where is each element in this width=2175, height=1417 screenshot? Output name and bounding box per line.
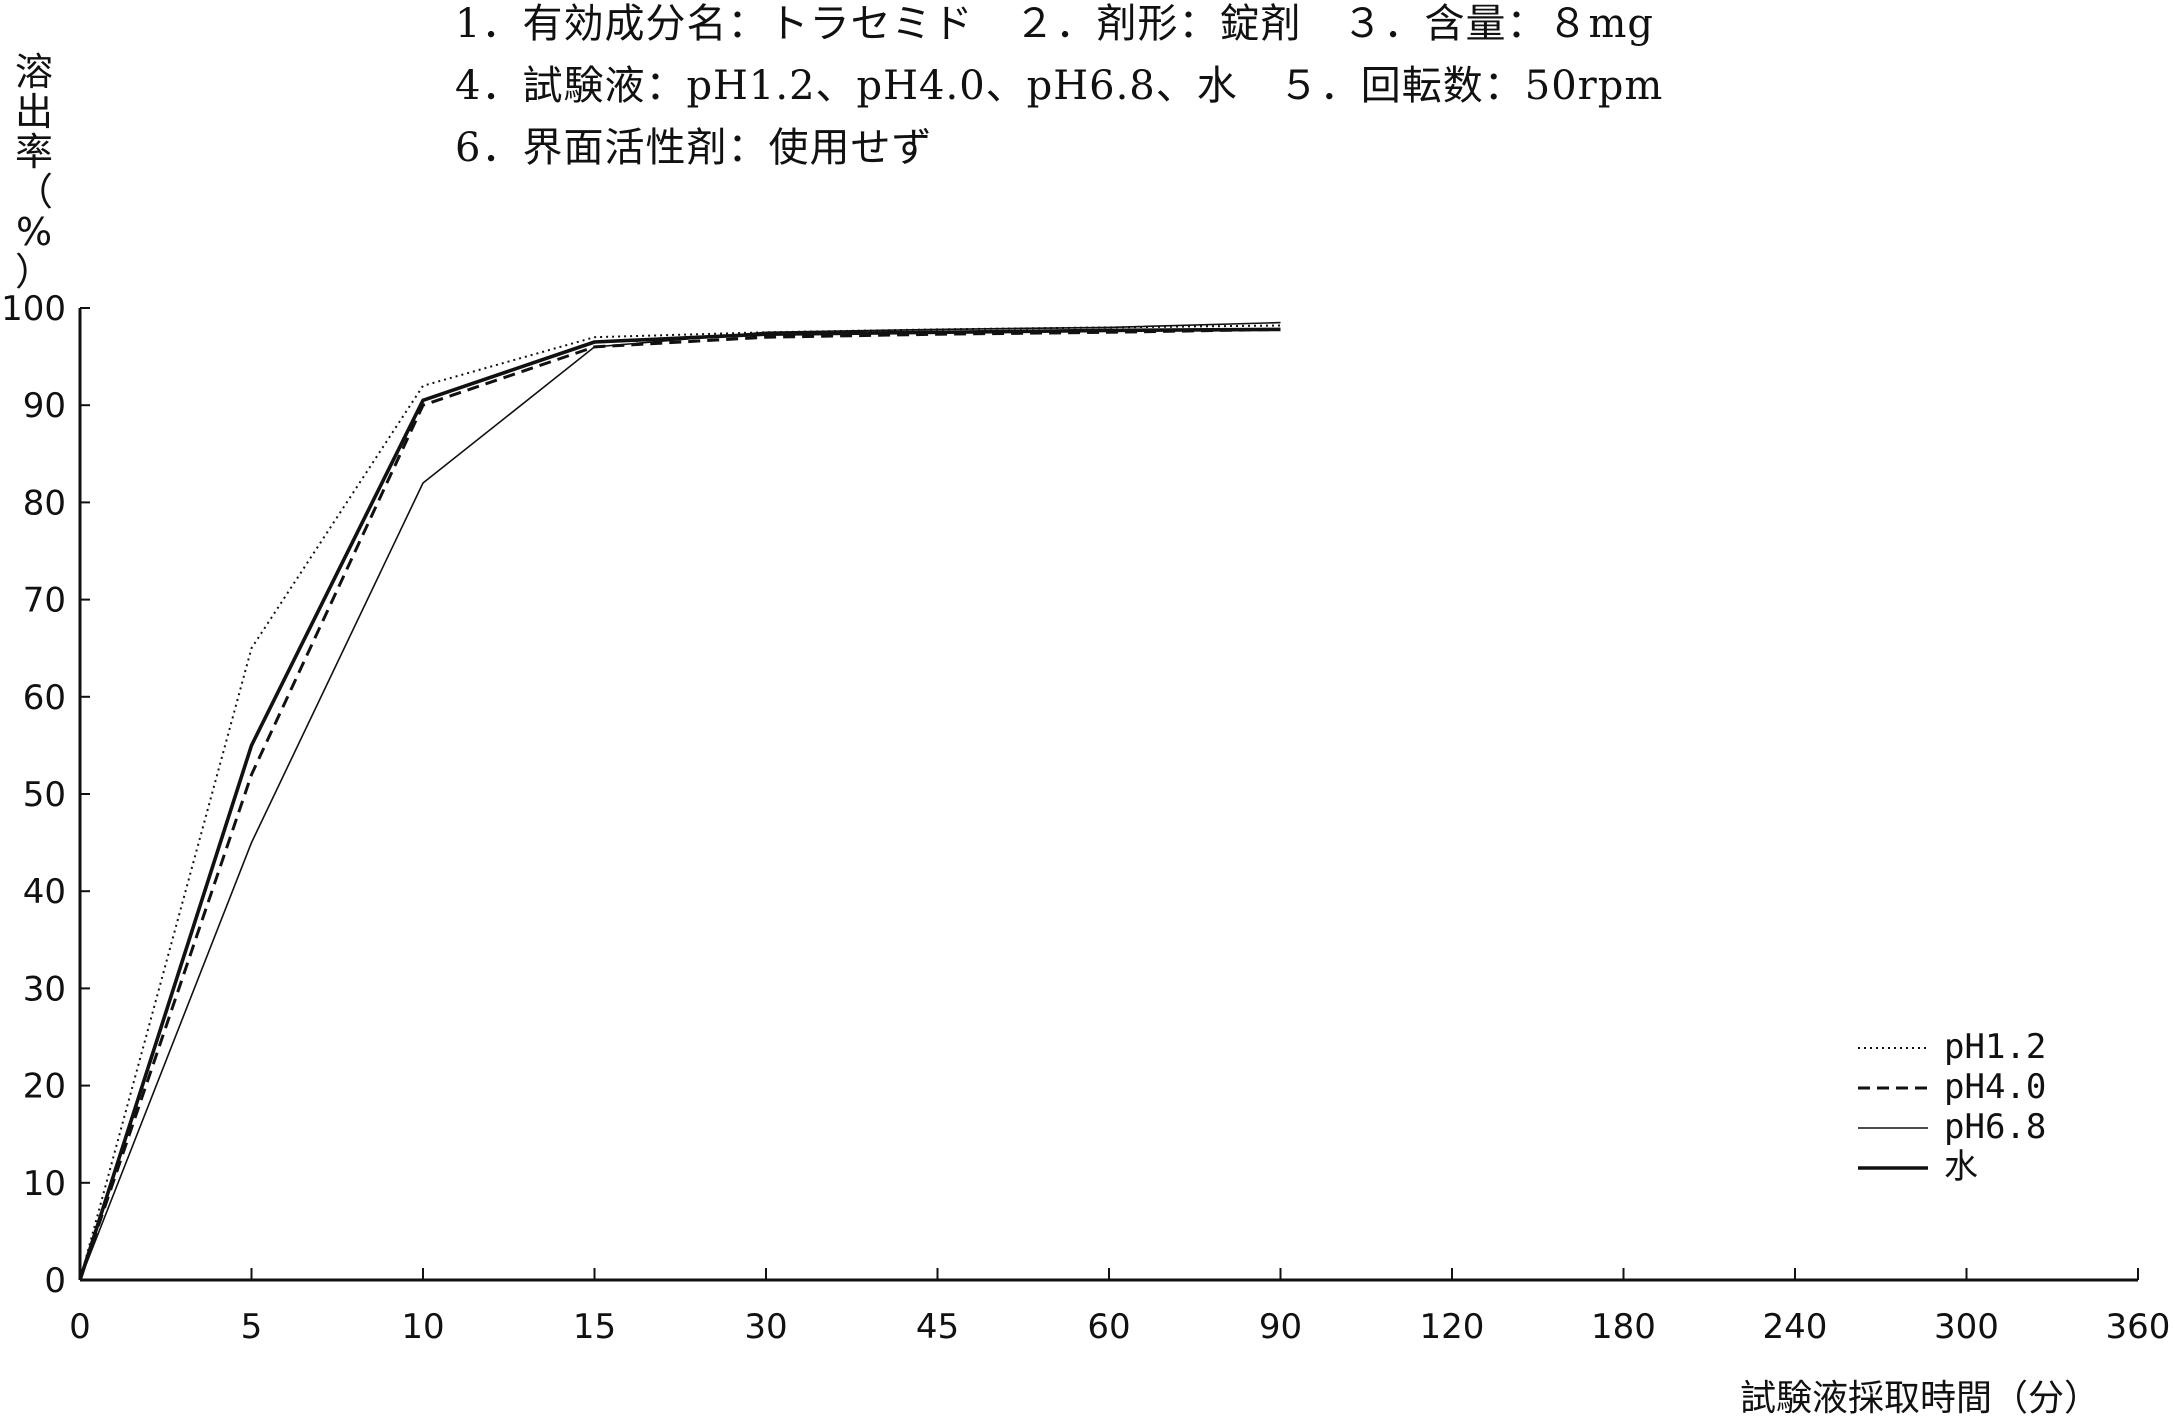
x-tick-label: 90 bbox=[1259, 1307, 1302, 1347]
series-line-3 bbox=[79, 321, 1281, 1281]
y-tick-label: 0 bbox=[44, 1261, 66, 1301]
header-line-2: 4．試験液：pH1.2、pH4.0、pH6.8、水 ５．回転数：50rpm bbox=[455, 63, 1664, 109]
y-axis-title-char: 出 bbox=[14, 90, 53, 134]
y-axis-title-char: 溶 bbox=[14, 50, 53, 94]
y-tick-label: 80 bbox=[23, 483, 66, 523]
y-axis-title: 溶出率（%） bbox=[12, 52, 56, 292]
series-line-4 bbox=[78, 327, 1281, 1281]
x-tick-label: 30 bbox=[744, 1307, 787, 1347]
legend-label: pH4.0 bbox=[1944, 1067, 2046, 1107]
y-tick-label: 30 bbox=[23, 969, 66, 1009]
legend-label: pH6.8 bbox=[1944, 1107, 2046, 1147]
legend-label: pH1.2 bbox=[1944, 1027, 2046, 1067]
y-axis-title-char: 率 bbox=[14, 130, 53, 174]
y-tick-label: 70 bbox=[23, 581, 66, 621]
x-tick-label: 180 bbox=[1591, 1307, 1656, 1347]
x-tick-label: 120 bbox=[1420, 1307, 1485, 1347]
axes bbox=[78, 307, 2139, 1282]
x-tick-label: 240 bbox=[1763, 1307, 1828, 1347]
x-axis-title: 試験液採取時間（分） bbox=[1740, 1378, 2100, 1417]
header-line-1: 1．有効成分名：トラセミド ２．剤形：錠剤 ３．含量：８mg bbox=[455, 1, 1654, 47]
y-tick-label: 90 bbox=[23, 386, 66, 426]
x-tick-label: 60 bbox=[1087, 1307, 1130, 1347]
y-tick-label: 40 bbox=[23, 872, 66, 912]
series-line-1 bbox=[79, 324, 1281, 1281]
y-tick-label: 50 bbox=[23, 775, 66, 815]
y-axis-title-char: % bbox=[15, 210, 53, 254]
y-axis-title-char: （ bbox=[14, 170, 53, 214]
y-tick-label: 20 bbox=[23, 1067, 66, 1107]
y-tick-label: 60 bbox=[23, 678, 66, 718]
series-line-2 bbox=[78, 327, 1281, 1281]
x-tick-label: 5 bbox=[241, 1307, 263, 1347]
y-axis-title-char: ） bbox=[14, 250, 53, 294]
y-tick-label: 100 bbox=[1, 289, 66, 329]
x-tick-label: 45 bbox=[916, 1307, 959, 1347]
x-tick-label: 360 bbox=[2106, 1307, 2171, 1347]
tick-labels: 0 10 20 30 40 50 60 70 80 90 100 0 5 10 15 30 45 60 90 120 1… bbox=[1, 289, 2170, 1347]
x-tick-label: 0 bbox=[69, 1307, 91, 1347]
series-lines bbox=[78, 321, 1281, 1281]
header-line-3: 6．界面活性剤：使用せず bbox=[455, 125, 933, 171]
legend-label: 水 bbox=[1944, 1147, 1978, 1187]
x-tick-label: 10 bbox=[401, 1307, 444, 1347]
x-tick-label: 15 bbox=[573, 1307, 616, 1347]
y-tick-label: 10 bbox=[23, 1164, 66, 1204]
x-tick-label: 300 bbox=[1934, 1307, 1999, 1347]
